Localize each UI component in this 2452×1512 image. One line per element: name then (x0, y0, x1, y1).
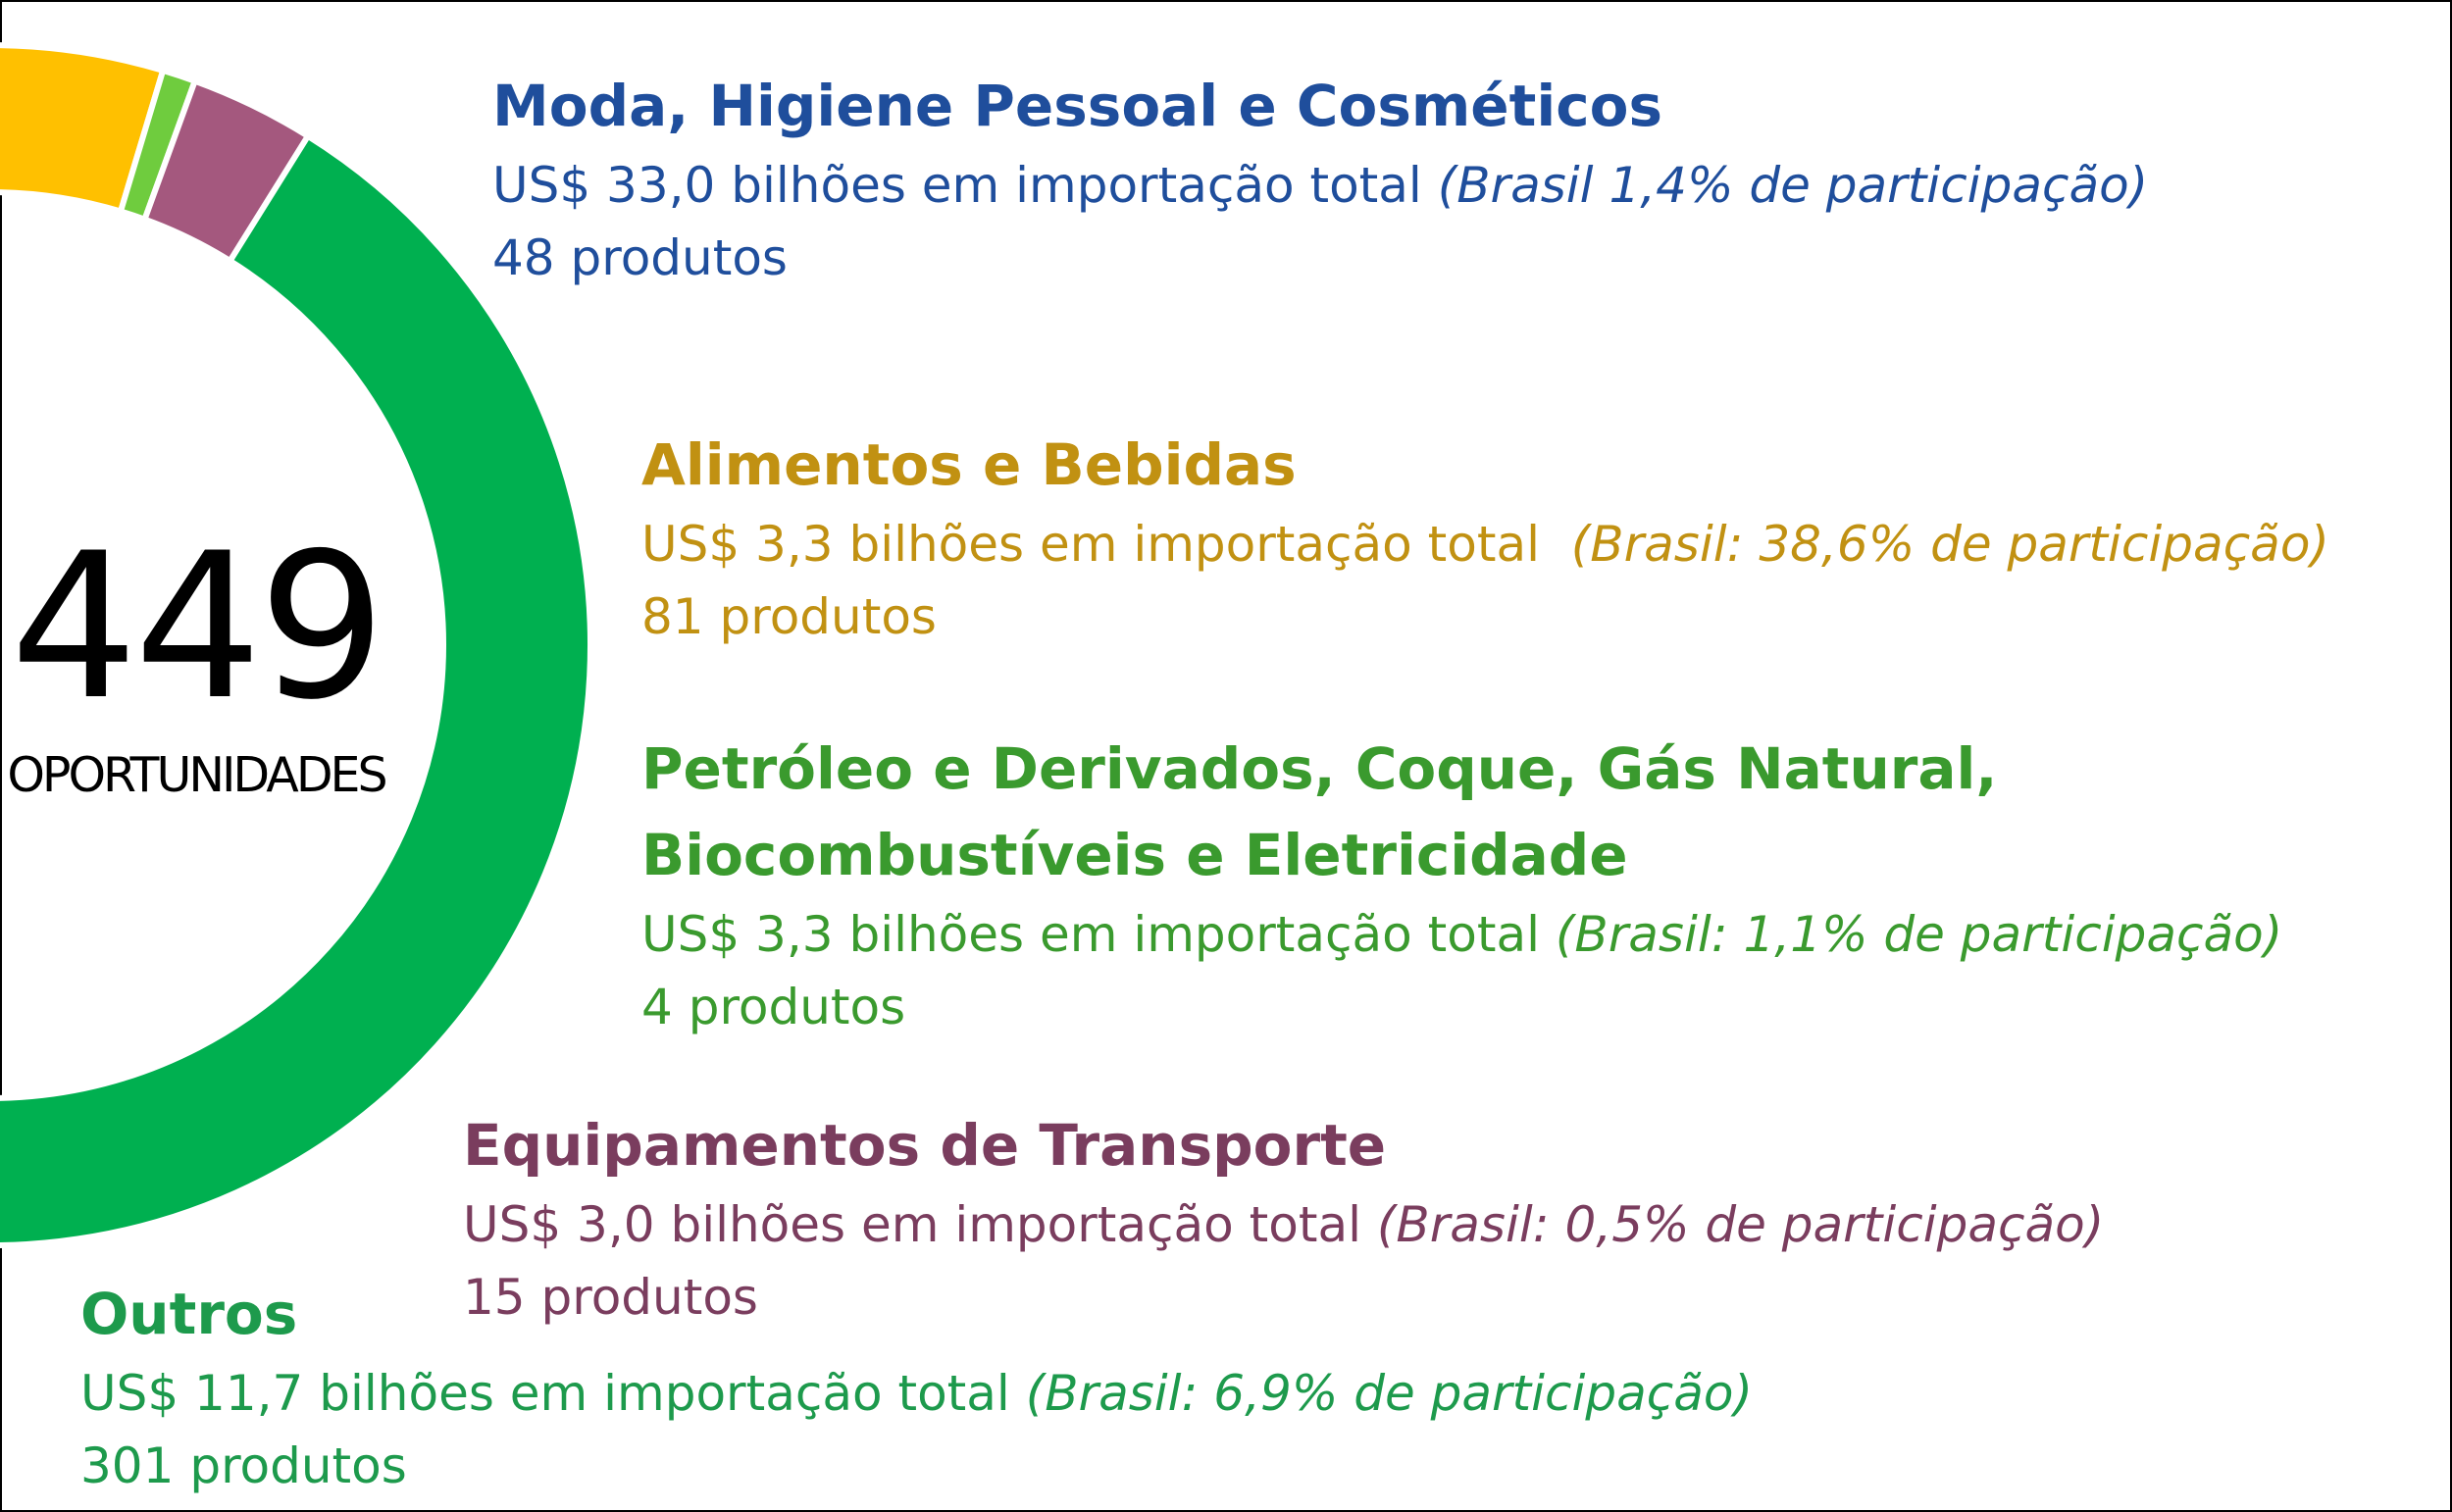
legend-entry-petroleo: Petróleo e Derivados, Coque, Gás Natural… (641, 726, 2436, 1043)
products-count: 4 produtos (641, 979, 906, 1035)
import-line: US$ 3,0 bilhões em importação total (Bra… (463, 1188, 2104, 1261)
brazil-share: (Brasil: 38,6% de participação) (1570, 516, 2329, 573)
import-value: US$ 33,0 bilhões em importação total (492, 157, 1422, 214)
legend-entry-moda: Moda, Higiene Pessoal e Cosméticos US$ 3… (492, 63, 2148, 294)
category-title: Outros (80, 1281, 298, 1347)
donut-slice-5 (0, 131, 593, 1248)
import-line: US$ 3,3 bilhões em importação total (Bra… (641, 898, 2436, 971)
import-line: US$ 33,0 bilhões em importação total (Br… (492, 149, 2148, 222)
products-count: 48 produtos (492, 229, 788, 286)
category-title: Alimentos e Bebidas (641, 431, 1297, 498)
legend-entry-equipamentos: Equipamentos de Transporte US$ 3,0 bilhõ… (463, 1102, 2104, 1334)
category-title: Moda, Higiene Pessoal e Cosméticos (492, 73, 1662, 139)
brazil-share: (Brasil: 1,1% de participação) (1555, 906, 2283, 963)
center-total-value: 449 (10, 511, 385, 744)
category-title: Equipamentos de Transporte (463, 1112, 1387, 1179)
import-line: US$ 3,3 bilhões em importação total (Bra… (641, 508, 2329, 580)
brazil-share: (Brasil: 6,9% de participação) (1025, 1365, 1754, 1422)
import-value: US$ 3,3 bilhões em importação total (641, 516, 1540, 573)
products-count: 301 produtos (80, 1437, 407, 1494)
import-value: US$ 3,3 bilhões em importação total (641, 906, 1540, 963)
import-line: US$ 11,7 bilhões em importação total (Br… (80, 1357, 1753, 1430)
legend-entry-outros: Outros US$ 11,7 bilhões em importação to… (80, 1271, 1753, 1502)
products-count: 81 produtos (641, 588, 937, 645)
brazil-share: (Brasil: 0,5% de participação) (1376, 1196, 2105, 1253)
products-count: 15 produtos (463, 1269, 758, 1326)
import-value: US$ 3,0 bilhões em importação total (463, 1196, 1361, 1253)
import-value: US$ 11,7 bilhões em importação total (80, 1365, 1010, 1422)
legend-entry-alimentos: Alimentos e Bebidas US$ 3,3 bilhões em i… (641, 422, 2329, 653)
brazil-share: (Brasil 1,4% de participação) (1437, 157, 2149, 214)
category-title: Petróleo e Derivados, Coque, Gás Natural… (641, 735, 1998, 888)
center-total-label: OPORTUNIDADES (7, 747, 387, 803)
donut-chart (0, 42, 593, 1248)
